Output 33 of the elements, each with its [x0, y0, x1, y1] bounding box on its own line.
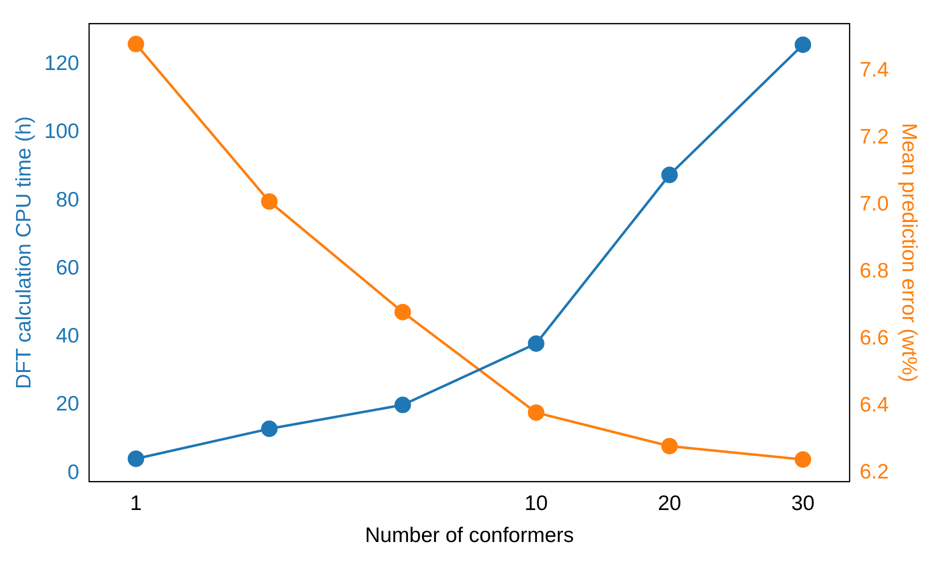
point — [261, 420, 278, 438]
x-tick-label: 10 — [524, 492, 548, 515]
y-tick-label: 80 — [56, 188, 80, 212]
point — [394, 396, 411, 414]
y-tick-label: 100 — [44, 120, 80, 144]
point — [261, 193, 278, 210]
x-tick-label: 1 — [130, 492, 142, 515]
x-axis-title: Number of conformers — [364, 524, 574, 548]
y2-axis-title: Mean prediction error (wt%) — [898, 123, 921, 382]
y-tick-label: 20 — [56, 392, 80, 416]
y2-tick-label: 6.8 — [860, 260, 889, 283]
y-tick-label: 60 — [56, 256, 80, 280]
point — [661, 438, 678, 454]
y2-tick-label: 6.4 — [860, 394, 890, 417]
y2-tick-label: 7.2 — [860, 126, 889, 149]
y2-tick-label: 6.2 — [860, 460, 889, 484]
x-tick-label: 30 — [791, 492, 815, 515]
point — [794, 36, 812, 53]
point — [394, 304, 411, 320]
x-tick-label: 20 — [658, 492, 682, 515]
y2-tick-label: 6.6 — [860, 326, 889, 350]
point — [528, 335, 544, 352]
point — [661, 166, 678, 184]
y2-tick-label: 7.0 — [860, 192, 889, 216]
point — [794, 451, 812, 468]
point — [528, 404, 544, 421]
y-tick-label: 40 — [56, 324, 80, 348]
y2-tick-label: 7.4 — [860, 58, 890, 82]
point — [128, 450, 144, 468]
point — [128, 36, 144, 52]
y-tick-label: 0 — [68, 460, 80, 484]
y-axis-title: DFT calculation CPU time (h) — [12, 116, 36, 389]
y-tick-label: 120 — [44, 52, 80, 75]
